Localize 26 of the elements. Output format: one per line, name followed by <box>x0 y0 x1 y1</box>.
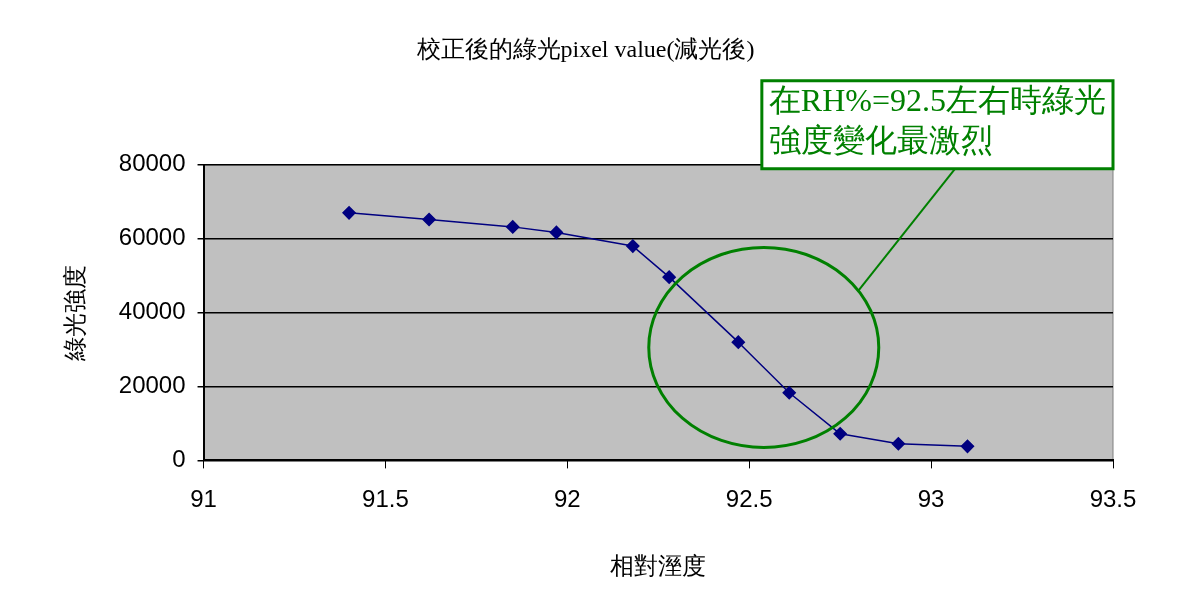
point <box>960 439 975 454</box>
y-tick-label: 60000 <box>118 223 186 251</box>
text: 在RH%=92.5左右時綠光強度變化最激烈 <box>768 82 1106 159</box>
y-tick-label: 0 <box>172 445 186 473</box>
point <box>662 270 676 284</box>
point <box>626 239 640 253</box>
y-tick-label: 40000 <box>118 297 186 325</box>
chart-title: 校正後的綠光pixel value(減光後) <box>415 35 755 62</box>
y-axis-title: 綠光強度 <box>61 264 89 362</box>
point <box>782 386 796 400</box>
point <box>342 206 356 220</box>
x-tick-label: 93 <box>917 485 945 513</box>
point <box>731 335 746 349</box>
x-tick-label: 91.5 <box>362 485 409 513</box>
y-tick-label: 80000 <box>118 149 186 177</box>
x-tick-label: 93.5 <box>1089 485 1137 513</box>
x-tick-label: 91 <box>190 485 217 513</box>
point <box>506 220 520 234</box>
point <box>833 427 847 441</box>
y-tick-label: 20000 <box>118 371 186 399</box>
x-tick-label: 92 <box>553 485 581 513</box>
point <box>549 225 564 240</box>
point <box>422 212 436 227</box>
x-axis-title: 相對溼度 <box>610 552 707 580</box>
point <box>891 437 906 451</box>
x-tick-label: 92.5 <box>725 485 773 513</box>
